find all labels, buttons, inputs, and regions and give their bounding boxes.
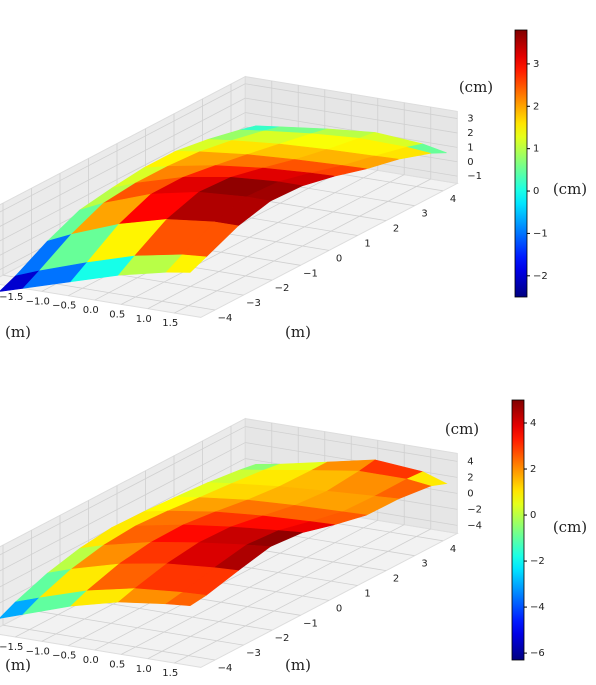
surface-patch bbox=[165, 254, 207, 273]
y-tick-label: 4 bbox=[450, 544, 456, 555]
x-tick-label: 0.5 bbox=[109, 659, 125, 670]
z-tick-label: −2 bbox=[467, 504, 482, 515]
x-axis-label: (m) bbox=[5, 323, 31, 341]
grid-line bbox=[245, 112, 458, 148]
grid-line bbox=[0, 426, 246, 556]
z-tick-label: 3 bbox=[467, 114, 473, 125]
colorbar-tick-label: 3 bbox=[533, 59, 539, 70]
y-tick-label: −3 bbox=[246, 648, 261, 659]
colorbar-tick-label: 2 bbox=[530, 464, 536, 475]
z-tick-label: 2 bbox=[467, 128, 473, 139]
colorbar-tick-label: −6 bbox=[530, 648, 545, 659]
y-tick-label: 1 bbox=[364, 589, 370, 600]
colorbar-tick-label: 1 bbox=[533, 144, 539, 155]
y-tick-label: −1 bbox=[303, 618, 318, 629]
colorbar-tick-label: 2 bbox=[533, 101, 539, 112]
x-tick-label: 1.0 bbox=[136, 664, 152, 675]
colorbar-tick-label: −4 bbox=[530, 602, 545, 613]
y-tick-label: 3 bbox=[421, 559, 427, 570]
y-tick-label: 0 bbox=[336, 603, 342, 614]
colorbar bbox=[511, 399, 525, 661]
grid-line bbox=[245, 97, 458, 134]
x-tick-label: −1.5 bbox=[0, 642, 23, 653]
y-tick-label: −2 bbox=[275, 283, 290, 294]
colorbar-tick-label: −2 bbox=[530, 556, 545, 567]
z-axis-label: (cm) bbox=[459, 78, 493, 96]
grid-line bbox=[245, 426, 458, 462]
z-tick-label: 2 bbox=[467, 472, 473, 483]
x-tick-label: 1.5 bbox=[162, 318, 178, 329]
grid-line bbox=[2, 624, 216, 661]
z-tick-label: 0 bbox=[467, 488, 473, 499]
z-tick-label: 0 bbox=[467, 157, 473, 168]
grid-line bbox=[245, 83, 458, 119]
y-tick-label: −3 bbox=[246, 298, 261, 309]
x-tick-label: −0.5 bbox=[52, 651, 76, 662]
grid-line bbox=[0, 83, 246, 213]
colorbar-tick-label: 0 bbox=[533, 186, 539, 197]
y-tick-label: 3 bbox=[421, 209, 427, 220]
grid-line bbox=[0, 112, 246, 242]
colorbar-tick-label: 4 bbox=[530, 418, 536, 429]
colorbar-tick-label: −1 bbox=[533, 228, 548, 239]
x-tick-label: 0.0 bbox=[83, 655, 99, 666]
colorbar-tick-label: 0 bbox=[530, 510, 536, 521]
grid-line bbox=[0, 97, 246, 227]
colorbar-tick-label: −2 bbox=[533, 271, 548, 282]
x-tick-label: 1.0 bbox=[136, 314, 152, 325]
z-tick-label: 1 bbox=[467, 142, 473, 153]
y-axis-label: (m) bbox=[285, 656, 311, 674]
colorbar-label: (cm) bbox=[553, 518, 587, 536]
z-tick-label: −4 bbox=[467, 520, 482, 531]
surface-patch bbox=[165, 592, 208, 607]
x-tick-label: −1.0 bbox=[26, 646, 50, 657]
x-tick-label: −0.5 bbox=[52, 301, 76, 312]
x-tick-label: 0.0 bbox=[83, 305, 99, 316]
x-tick-label: −1.5 bbox=[0, 292, 23, 303]
y-tick-label: 2 bbox=[393, 574, 399, 585]
z-axis-label: (cm) bbox=[445, 420, 479, 438]
x-tick-label: −1.0 bbox=[26, 296, 50, 307]
y-tick-label: 0 bbox=[336, 253, 342, 264]
colorbar-label: (cm) bbox=[553, 180, 587, 198]
x-axis-label: (m) bbox=[5, 656, 31, 674]
y-tick-label: −2 bbox=[275, 633, 290, 644]
y-tick-label: −4 bbox=[218, 313, 233, 324]
y-axis-label: (m) bbox=[285, 323, 311, 341]
colorbar bbox=[514, 29, 528, 298]
z-tick-label: −1 bbox=[467, 171, 482, 182]
x-tick-label: 1.5 bbox=[162, 668, 178, 679]
grid-line bbox=[0, 442, 246, 572]
grid-line bbox=[31, 609, 244, 646]
y-tick-label: −4 bbox=[218, 663, 233, 674]
x-tick-label: 0.5 bbox=[109, 309, 125, 320]
y-tick-label: 4 bbox=[450, 194, 456, 205]
y-tick-label: 1 bbox=[364, 239, 370, 250]
z-tick-label: 4 bbox=[467, 456, 473, 467]
y-tick-label: 2 bbox=[393, 224, 399, 235]
y-tick-label: −1 bbox=[303, 268, 318, 279]
